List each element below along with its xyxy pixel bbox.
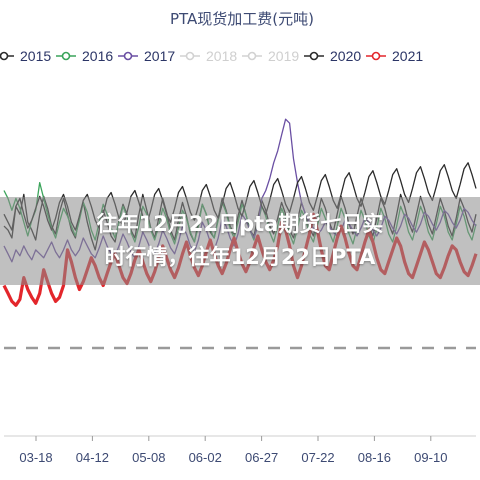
legend-label-2016[interactable]: 2016 xyxy=(82,48,113,64)
x-tick-label: 09-10 xyxy=(414,450,447,465)
legend-label-2019[interactable]: 2019 xyxy=(268,48,299,64)
legend-marker-2021 xyxy=(371,51,381,61)
x-tick-label: 04-12 xyxy=(76,450,109,465)
x-axis-ticks: 03-18 04-12 05-08 06-02 06-27 07-22 08-16 09-10 xyxy=(19,436,447,465)
legend-marker-2017 xyxy=(123,51,133,61)
x-tick-label: 06-27 xyxy=(245,450,278,465)
legend-label-2018[interactable]: 2018 xyxy=(206,48,237,64)
legend: 2015 2016 2017 2018 2019 2020 2021 xyxy=(0,48,423,64)
x-tick-label: 05-08 xyxy=(132,450,165,465)
x-tick-label: 03-18 xyxy=(19,450,52,465)
legend-label-2021[interactable]: 2021 xyxy=(392,48,423,64)
legend-marker-2018 xyxy=(185,51,195,61)
legend-label-2015[interactable]: 2015 xyxy=(20,48,51,64)
legend-label-2020[interactable]: 2020 xyxy=(330,48,361,64)
title-banner: 往年12月22日pta期货七日实 时行情，往年12月22日PTA xyxy=(0,197,480,285)
legend-marker-2015 xyxy=(0,51,9,61)
legend-label-2017[interactable]: 2017 xyxy=(144,48,175,64)
x-tick-label: 06-02 xyxy=(189,450,222,465)
chart-title: PTA现货加工费(元吨) xyxy=(170,10,314,28)
legend-marker-2016 xyxy=(61,51,71,61)
x-tick-label: 07-22 xyxy=(301,450,334,465)
banner-line-2: 时行情，往年12月22日PTA xyxy=(104,245,376,269)
banner-line-1: 往年12月22日pta期货七日实 xyxy=(96,212,384,236)
legend-marker-2020 xyxy=(309,51,319,61)
legend-marker-2019 xyxy=(247,51,257,61)
x-tick-label: 08-16 xyxy=(358,450,391,465)
